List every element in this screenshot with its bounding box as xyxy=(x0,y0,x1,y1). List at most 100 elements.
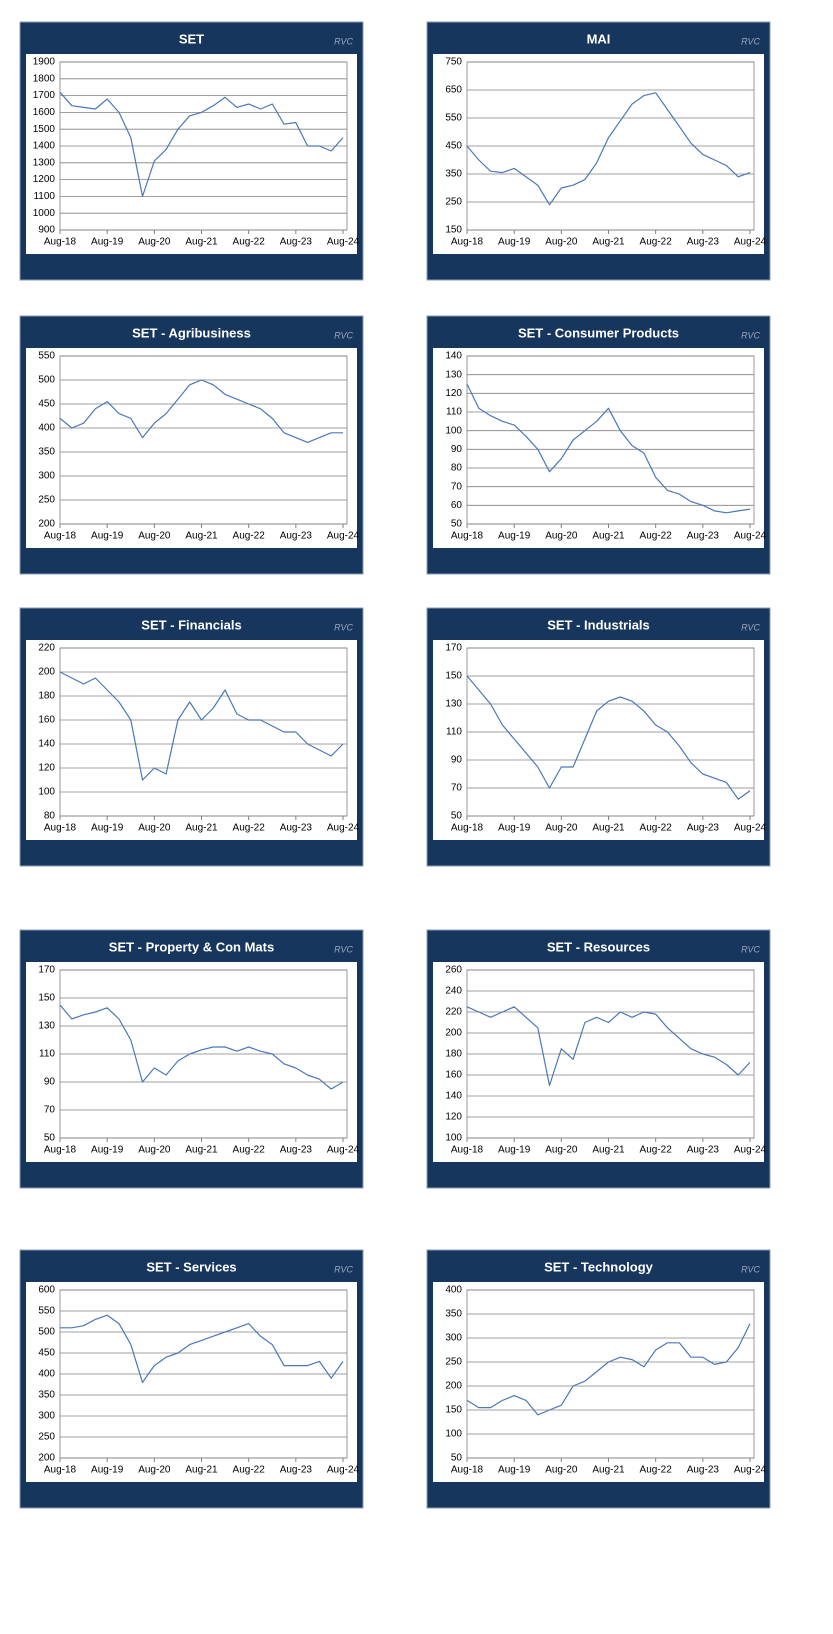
y-tick-label: 140 xyxy=(38,739,55,750)
chart-area xyxy=(26,640,357,840)
x-tick-label: Aug-18 xyxy=(44,1145,77,1156)
x-tick-label: Aug-20 xyxy=(138,1145,171,1156)
y-tick-label: 400 xyxy=(38,423,55,434)
plot-border xyxy=(59,647,348,817)
watermark: RVC xyxy=(741,1264,760,1274)
watermark: RVC xyxy=(741,622,760,632)
x-tick-label: Aug-24 xyxy=(327,1465,360,1476)
chart-title: SET - Services xyxy=(146,1259,236,1274)
y-tick-label: 90 xyxy=(451,444,463,455)
series-line xyxy=(59,671,344,781)
plot-border xyxy=(59,1289,348,1459)
y-tick-label: 90 xyxy=(451,755,463,766)
y-tick-label: 180 xyxy=(445,1049,462,1060)
y-tick-label: 1200 xyxy=(33,174,56,185)
x-tick-label: Aug-24 xyxy=(734,823,767,834)
x-tick-label: Aug-23 xyxy=(687,1145,720,1156)
watermark: RVC xyxy=(741,330,760,340)
y-tick-label: 60 xyxy=(451,500,463,511)
series-line xyxy=(466,383,751,514)
y-tick-label: 250 xyxy=(445,1357,462,1368)
y-tick-label: 260 xyxy=(445,965,462,976)
y-tick-label: 50 xyxy=(44,1133,56,1144)
y-tick-label: 180 xyxy=(38,691,55,702)
chart-title: SET - Technology xyxy=(544,1259,654,1274)
x-tick-label: Aug-21 xyxy=(592,1465,625,1476)
watermark: RVC xyxy=(334,1264,353,1274)
y-tick-label: 300 xyxy=(38,471,55,482)
x-tick-label: Aug-22 xyxy=(233,1145,266,1156)
x-tick-label: Aug-20 xyxy=(138,823,171,834)
x-tick-label: Aug-24 xyxy=(734,531,767,542)
x-tick-label: Aug-23 xyxy=(280,237,313,248)
y-tick-label: 350 xyxy=(445,1309,462,1320)
x-tick-label: Aug-22 xyxy=(640,531,673,542)
x-tick-label: Aug-22 xyxy=(640,237,673,248)
x-tick-label: Aug-23 xyxy=(280,531,313,542)
chart-title: SET - Industrials xyxy=(547,617,650,632)
x-tick-label: Aug-22 xyxy=(640,823,673,834)
y-tick-label: 220 xyxy=(445,1007,462,1018)
chart-panel: SET - Consumer Products RVC 50 60 70 80 90 100 1… xyxy=(426,315,771,575)
x-tick-label: Aug-21 xyxy=(185,237,218,248)
y-tick-label: 400 xyxy=(445,1285,462,1296)
y-tick-label: 200 xyxy=(38,667,55,678)
y-tick-label: 170 xyxy=(445,643,462,654)
y-tick-label: 150 xyxy=(38,993,55,1004)
plot-border xyxy=(59,61,348,231)
chart-title: SET - Consumer Products xyxy=(518,325,679,340)
x-tick-label: Aug-18 xyxy=(451,1145,484,1156)
y-tick-label: 200 xyxy=(38,1453,55,1464)
y-tick-label: 110 xyxy=(446,727,462,738)
x-tick-label: Aug-20 xyxy=(138,237,171,248)
x-tick-label: Aug-21 xyxy=(592,1145,625,1156)
y-tick-label: 140 xyxy=(445,1091,462,1102)
y-tick-label: 80 xyxy=(44,811,56,822)
series-line xyxy=(60,1314,344,1383)
y-tick-label: 1500 xyxy=(33,124,56,135)
x-tick-label: Aug-18 xyxy=(44,823,77,834)
y-tick-label: 50 xyxy=(451,1453,463,1464)
y-tick-label: 100 xyxy=(38,787,55,798)
y-tick-label: 1000 xyxy=(33,208,56,219)
y-tick-label: 1700 xyxy=(33,90,56,101)
x-tick-label: Aug-22 xyxy=(233,823,266,834)
y-tick-label: 220 xyxy=(38,643,55,654)
y-tick-label: 50 xyxy=(451,519,463,530)
x-tick-label: Aug-21 xyxy=(592,823,625,834)
chart-area xyxy=(26,962,357,1162)
x-tick-label: Aug-22 xyxy=(233,237,266,248)
x-tick-label: Aug-19 xyxy=(498,1465,531,1476)
y-tick-label: 450 xyxy=(445,141,462,152)
chart-panel: SET - Technology RVC 50 100 150 200 250 300 350 4… xyxy=(426,1249,771,1509)
y-tick-label: 200 xyxy=(38,519,55,530)
x-tick-label: Aug-20 xyxy=(545,237,578,248)
x-tick-label: Aug-23 xyxy=(280,823,313,834)
chart-title: SET xyxy=(179,31,204,46)
chart-area xyxy=(433,962,764,1162)
watermark: RVC xyxy=(334,944,353,954)
y-tick-label: 900 xyxy=(38,225,55,236)
y-tick-label: 500 xyxy=(38,375,55,386)
chart-area xyxy=(26,348,357,548)
x-tick-label: Aug-24 xyxy=(734,1465,767,1476)
y-tick-label: 1600 xyxy=(33,107,56,118)
x-tick-label: Aug-21 xyxy=(185,531,218,542)
chart-area xyxy=(26,1282,357,1482)
plot-border xyxy=(466,1289,755,1459)
x-tick-label: Aug-19 xyxy=(91,531,124,542)
y-tick-label: 240 xyxy=(445,986,462,997)
y-tick-label: 130 xyxy=(445,699,462,710)
watermark: RVC xyxy=(741,36,760,46)
chart-panel: SET - Industrials RVC 50 70 90 110 130 150 170 Au… xyxy=(426,607,771,867)
y-tick-label: 250 xyxy=(38,495,55,506)
x-tick-label: Aug-19 xyxy=(498,531,531,542)
y-tick-label: 70 xyxy=(44,1105,56,1116)
y-tick-label: 350 xyxy=(38,1390,55,1401)
y-tick-label: 200 xyxy=(445,1028,462,1039)
y-tick-label: 100 xyxy=(445,425,462,436)
x-tick-label: Aug-23 xyxy=(687,823,720,834)
x-tick-label: Aug-20 xyxy=(545,1145,578,1156)
y-tick-label: 350 xyxy=(445,169,462,180)
plot-border xyxy=(466,969,755,1139)
